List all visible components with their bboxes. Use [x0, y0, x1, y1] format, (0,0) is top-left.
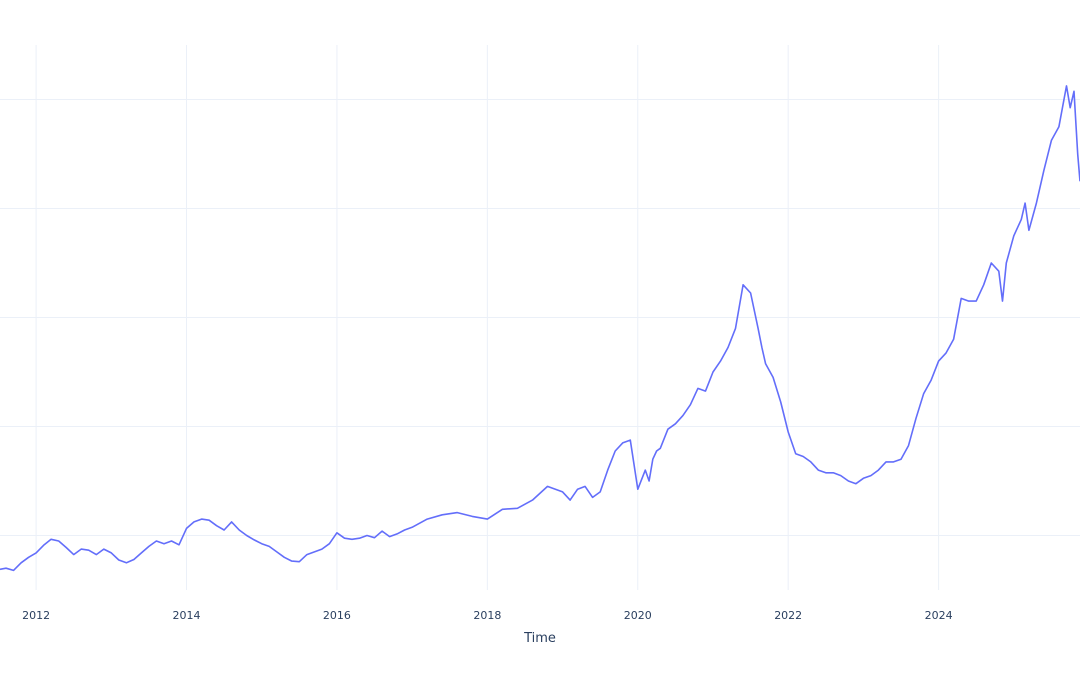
x-tick-label: 2020: [624, 609, 652, 622]
x-tick-label: 2024: [925, 609, 953, 622]
x-tick-label: 2018: [473, 609, 501, 622]
x-axis-ticks: 2012 2014 2016 2018 2020 2022 2024: [22, 609, 953, 622]
x-tick-label: 2016: [323, 609, 351, 622]
x-tick-label: 2022: [774, 609, 802, 622]
series-line: [0, 85, 1080, 572]
x-tick-label: 2014: [173, 609, 201, 622]
series-layer: [0, 85, 1080, 572]
x-tick-label: 2012: [22, 609, 50, 622]
gridlines: [0, 45, 1080, 590]
x-axis-title: Time: [523, 631, 556, 646]
